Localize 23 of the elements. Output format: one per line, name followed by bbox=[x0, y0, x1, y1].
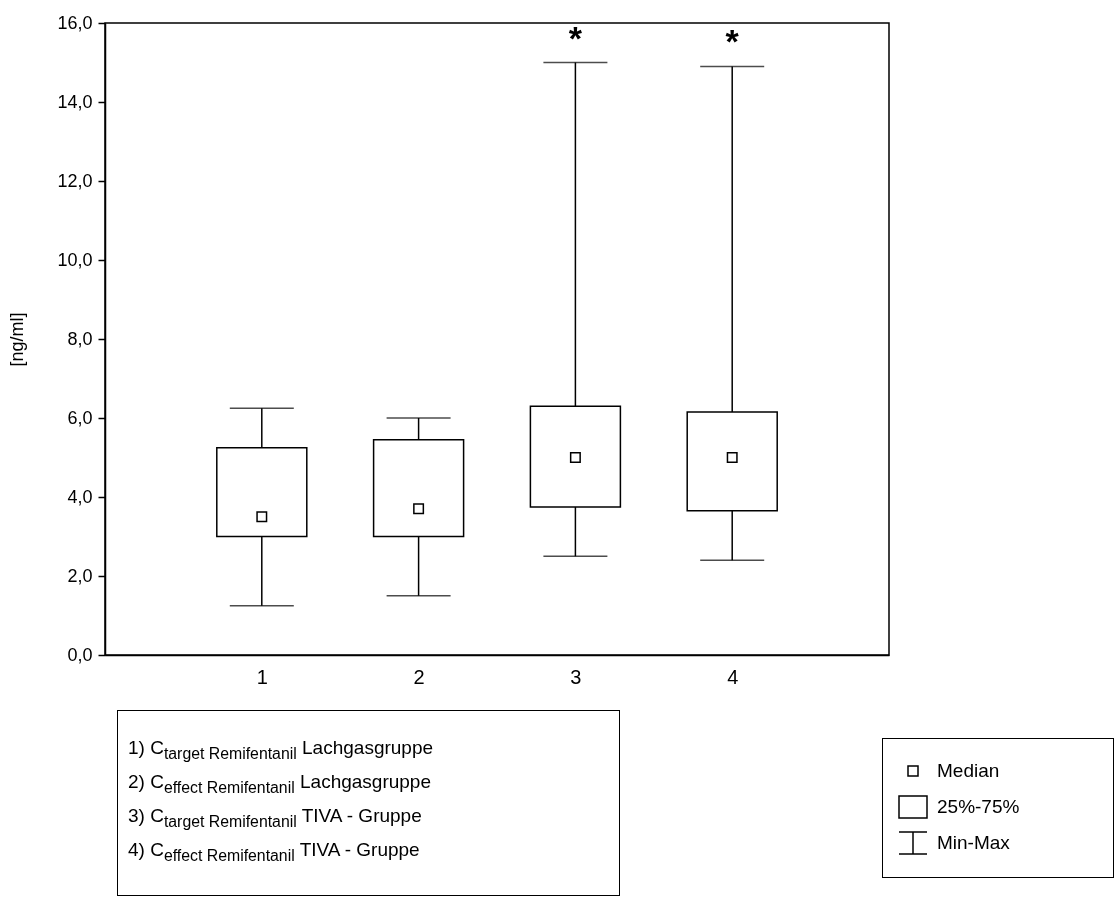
y-tick-label: 6,0 bbox=[67, 407, 93, 428]
y-tick-label: 0,0 bbox=[67, 644, 93, 665]
x-tick-label: 2 bbox=[413, 665, 425, 688]
y-axis-title: [ng/ml] bbox=[7, 312, 28, 367]
y-tick-label: 14,0 bbox=[57, 91, 93, 112]
y-tick-label: 10,0 bbox=[57, 249, 93, 270]
text: Min-Max bbox=[937, 832, 1010, 854]
x-tick-label: 4 bbox=[727, 665, 739, 688]
y-tick-label: 2,0 bbox=[67, 565, 93, 586]
y-tick-label: 12,0 bbox=[57, 170, 93, 191]
y-tick-label: 8,0 bbox=[67, 328, 93, 349]
annotation: * bbox=[568, 18, 583, 57]
x-tick-label: 1 bbox=[256, 665, 268, 688]
y-tick-label: 4,0 bbox=[67, 486, 93, 507]
text: 2) C$_{effect Remifentanil}$ Lachgasgruppe bbox=[128, 770, 432, 798]
annotation: * bbox=[725, 22, 740, 61]
text: Median bbox=[937, 760, 1000, 782]
text: 4) C$_{effect Remifentanil}$ TIVA - Gruppe bbox=[128, 838, 421, 866]
text: 1) C$_{target Remifentanil}$ Lachgasgruppe bbox=[128, 736, 435, 764]
y-tick-label: 16,0 bbox=[57, 12, 93, 33]
text: 25%-75% bbox=[937, 796, 1020, 818]
text: 3) C$_{target Remifentanil}$ TIVA - Gruppe bbox=[128, 804, 423, 832]
x-tick-label: 3 bbox=[570, 665, 582, 688]
